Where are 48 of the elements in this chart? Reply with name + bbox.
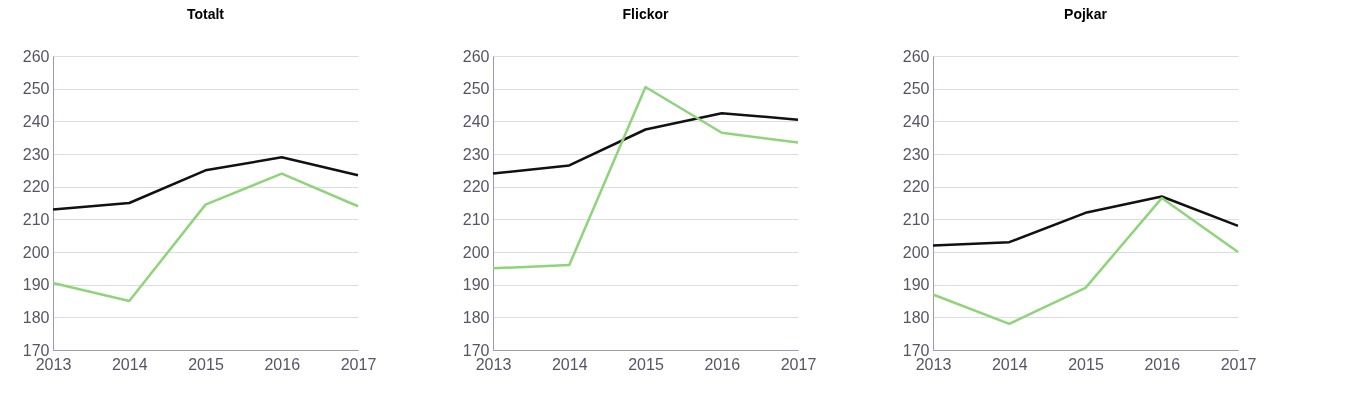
x-tick-label: 2015 <box>1068 355 1104 373</box>
y-tick-label: 250 <box>22 80 50 98</box>
y-tick-label: 210 <box>22 210 50 228</box>
line-series <box>931 196 1240 326</box>
y-tick-label: 250 <box>462 80 490 98</box>
y-tick-label: 260 <box>22 47 50 65</box>
x-tick-label: 2015 <box>188 355 224 373</box>
y-tick-label: 180 <box>462 308 490 326</box>
line-series <box>51 156 360 211</box>
line-series <box>491 85 800 270</box>
line-series <box>491 111 800 175</box>
y-tick-label: 240 <box>22 112 50 130</box>
x-tick-label: 2017 <box>780 355 817 373</box>
y-tick-label: 190 <box>22 276 50 294</box>
x-tick-label: 2014 <box>111 355 148 373</box>
x-tick-label: 2016 <box>704 355 741 373</box>
y-tick-label: 180 <box>22 308 50 326</box>
y-tick-label: 230 <box>462 145 490 163</box>
x-tick-label: 2017 <box>1220 355 1257 373</box>
y-tick-label: 220 <box>22 178 50 196</box>
x-tick-label: 2017 <box>340 355 377 373</box>
y-tick-label: 260 <box>902 47 930 65</box>
chart-title: Totalt <box>186 6 225 22</box>
y-tick-label: 200 <box>462 243 490 261</box>
y-tick-label: 180 <box>902 308 930 326</box>
y-tick-label: 240 <box>902 112 930 130</box>
chart-title: Flickor <box>622 6 669 22</box>
y-tick-label: 210 <box>902 210 930 228</box>
x-tick-label: 2014 <box>991 355 1028 373</box>
x-tick-label: 2014 <box>551 355 588 373</box>
y-tick-label: 260 <box>462 47 490 65</box>
y-tick-label: 220 <box>462 178 490 196</box>
y-tick-label: 200 <box>902 243 930 261</box>
y-tick-label: 230 <box>22 145 50 163</box>
y-tick-label: 200 <box>22 243 50 261</box>
y-tick-label: 230 <box>902 145 930 163</box>
x-tick-label: 2015 <box>628 355 664 373</box>
line-series <box>931 195 1240 247</box>
y-tick-label: 190 <box>902 276 930 294</box>
y-tick-label: 190 <box>462 276 490 294</box>
line-series <box>51 172 360 303</box>
y-tick-label: 240 <box>462 112 490 130</box>
y-tick-label: 210 <box>462 210 490 228</box>
x-tick-label: 2016 <box>1144 355 1181 373</box>
chart-title: Pojkar <box>1064 6 1108 22</box>
y-tick-label: 250 <box>902 80 930 98</box>
x-tick-label: 2016 <box>264 355 301 373</box>
y-tick-label: 220 <box>902 178 930 196</box>
